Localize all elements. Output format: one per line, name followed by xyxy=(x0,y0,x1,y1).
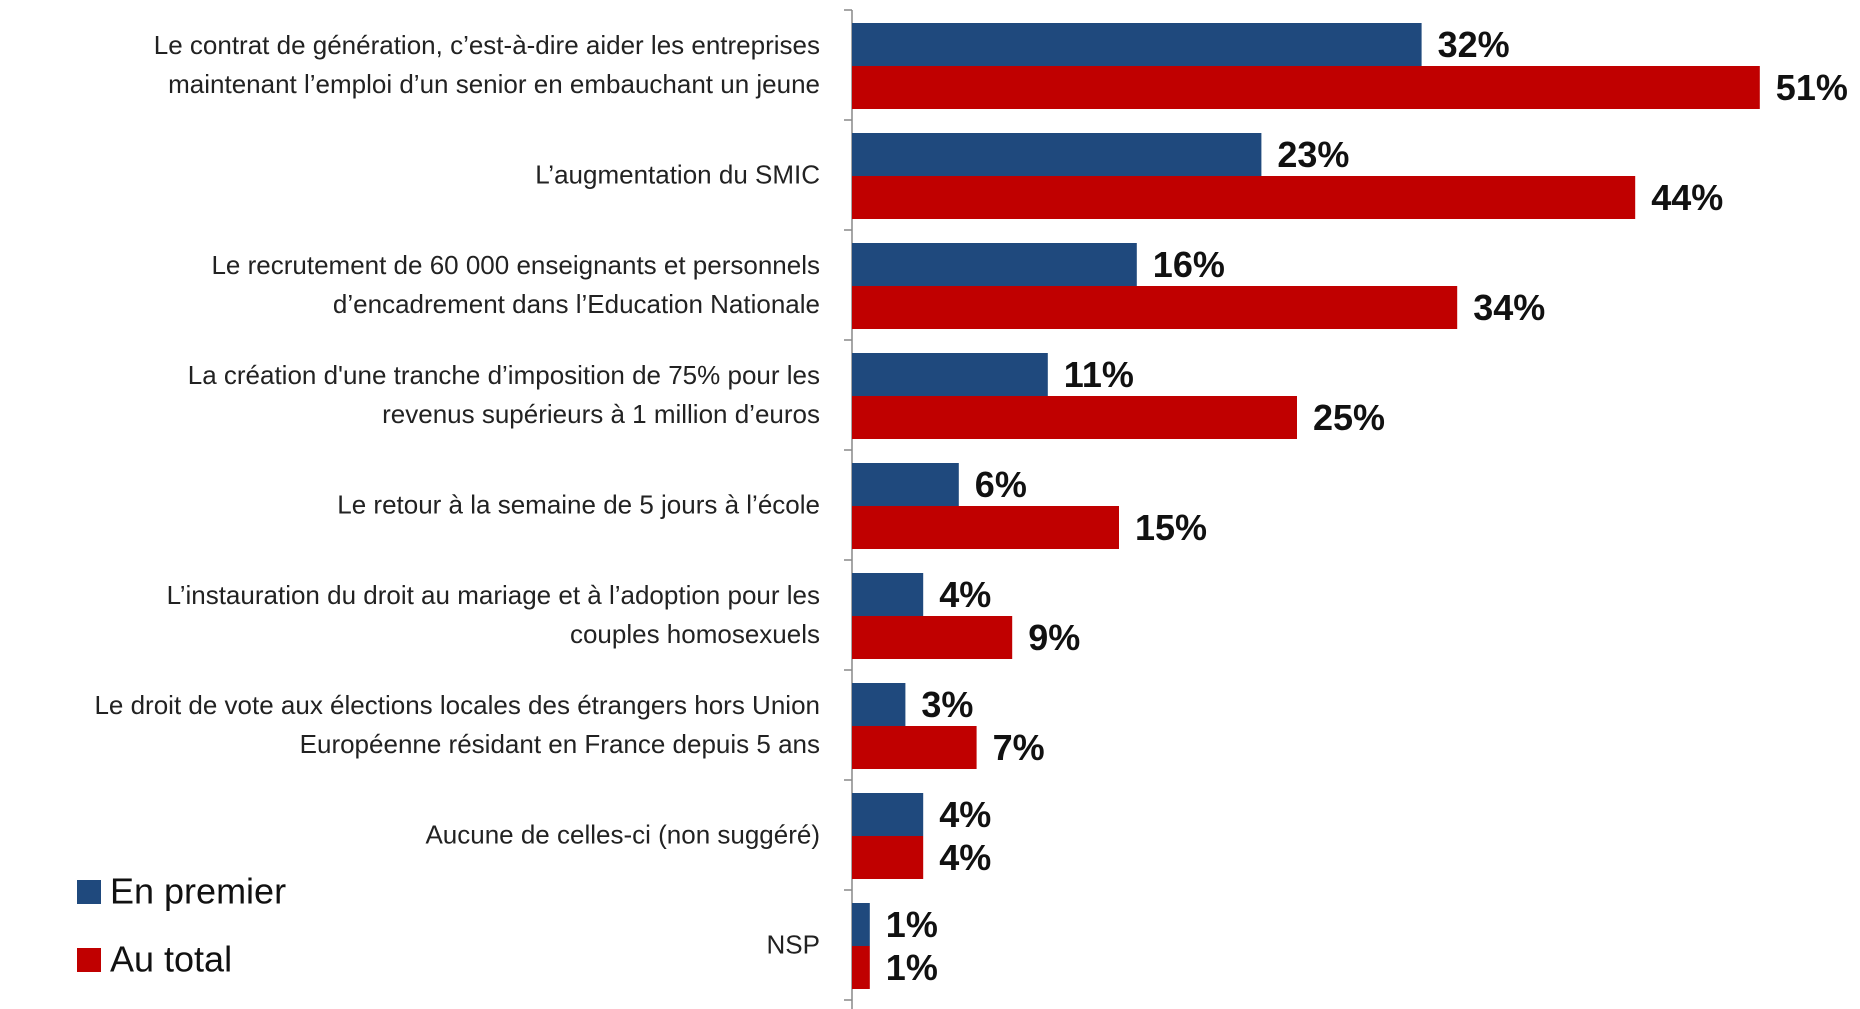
category-label: Le droit de vote aux élections locales d… xyxy=(94,690,820,759)
category-label: Le recrutement de 60 000 enseignants et … xyxy=(211,250,820,319)
bar xyxy=(852,23,1422,66)
bar xyxy=(852,66,1760,109)
value-label: 32% xyxy=(1438,24,1510,65)
value-label: 11% xyxy=(1064,354,1134,395)
bar xyxy=(852,726,977,769)
value-label: 15% xyxy=(1135,507,1207,548)
category-label: La création d'une tranche d’imposition d… xyxy=(187,360,820,429)
value-label: 4% xyxy=(939,794,991,835)
bar xyxy=(852,683,906,726)
value-label: 25% xyxy=(1313,397,1385,438)
bar xyxy=(852,286,1458,329)
value-label: 51% xyxy=(1776,67,1848,108)
category-label: L’instauration du droit au mariage et à … xyxy=(166,580,820,649)
bar xyxy=(852,133,1262,176)
value-label: 44% xyxy=(1651,177,1723,218)
bar xyxy=(852,353,1048,396)
bar xyxy=(852,836,924,879)
value-label: 1% xyxy=(886,947,938,988)
bar xyxy=(852,903,870,946)
category-label: NSP xyxy=(766,929,820,960)
value-label: 34% xyxy=(1473,287,1545,328)
bar xyxy=(852,506,1119,549)
value-label: 9% xyxy=(1028,617,1080,658)
bar xyxy=(852,946,870,989)
value-label: 7% xyxy=(993,727,1045,768)
category-label: L’augmentation du SMIC xyxy=(535,159,820,190)
value-label: 3% xyxy=(921,684,973,725)
legend-swatch xyxy=(77,948,101,972)
value-label: 4% xyxy=(939,574,991,615)
bar xyxy=(852,176,1636,219)
legend-swatch xyxy=(77,880,101,904)
value-label: 23% xyxy=(1277,134,1349,175)
bar xyxy=(852,243,1137,286)
bar xyxy=(852,793,924,836)
bar xyxy=(852,573,924,616)
legend-label: En premier xyxy=(110,871,286,912)
value-label: 1% xyxy=(886,904,938,945)
category-label: Le contrat de génération, c’est-à-dire a… xyxy=(153,30,820,99)
bar xyxy=(852,396,1297,439)
category-label: Aucune de celles-ci (non suggéré) xyxy=(425,819,820,850)
value-label: 16% xyxy=(1153,244,1225,285)
value-label: 4% xyxy=(939,837,991,878)
value-label: 6% xyxy=(975,464,1027,505)
legend-label: Au total xyxy=(110,939,232,980)
bar xyxy=(852,463,959,506)
category-label: Le retour à la semaine de 5 jours à l’éc… xyxy=(337,489,820,520)
bar xyxy=(852,616,1013,659)
